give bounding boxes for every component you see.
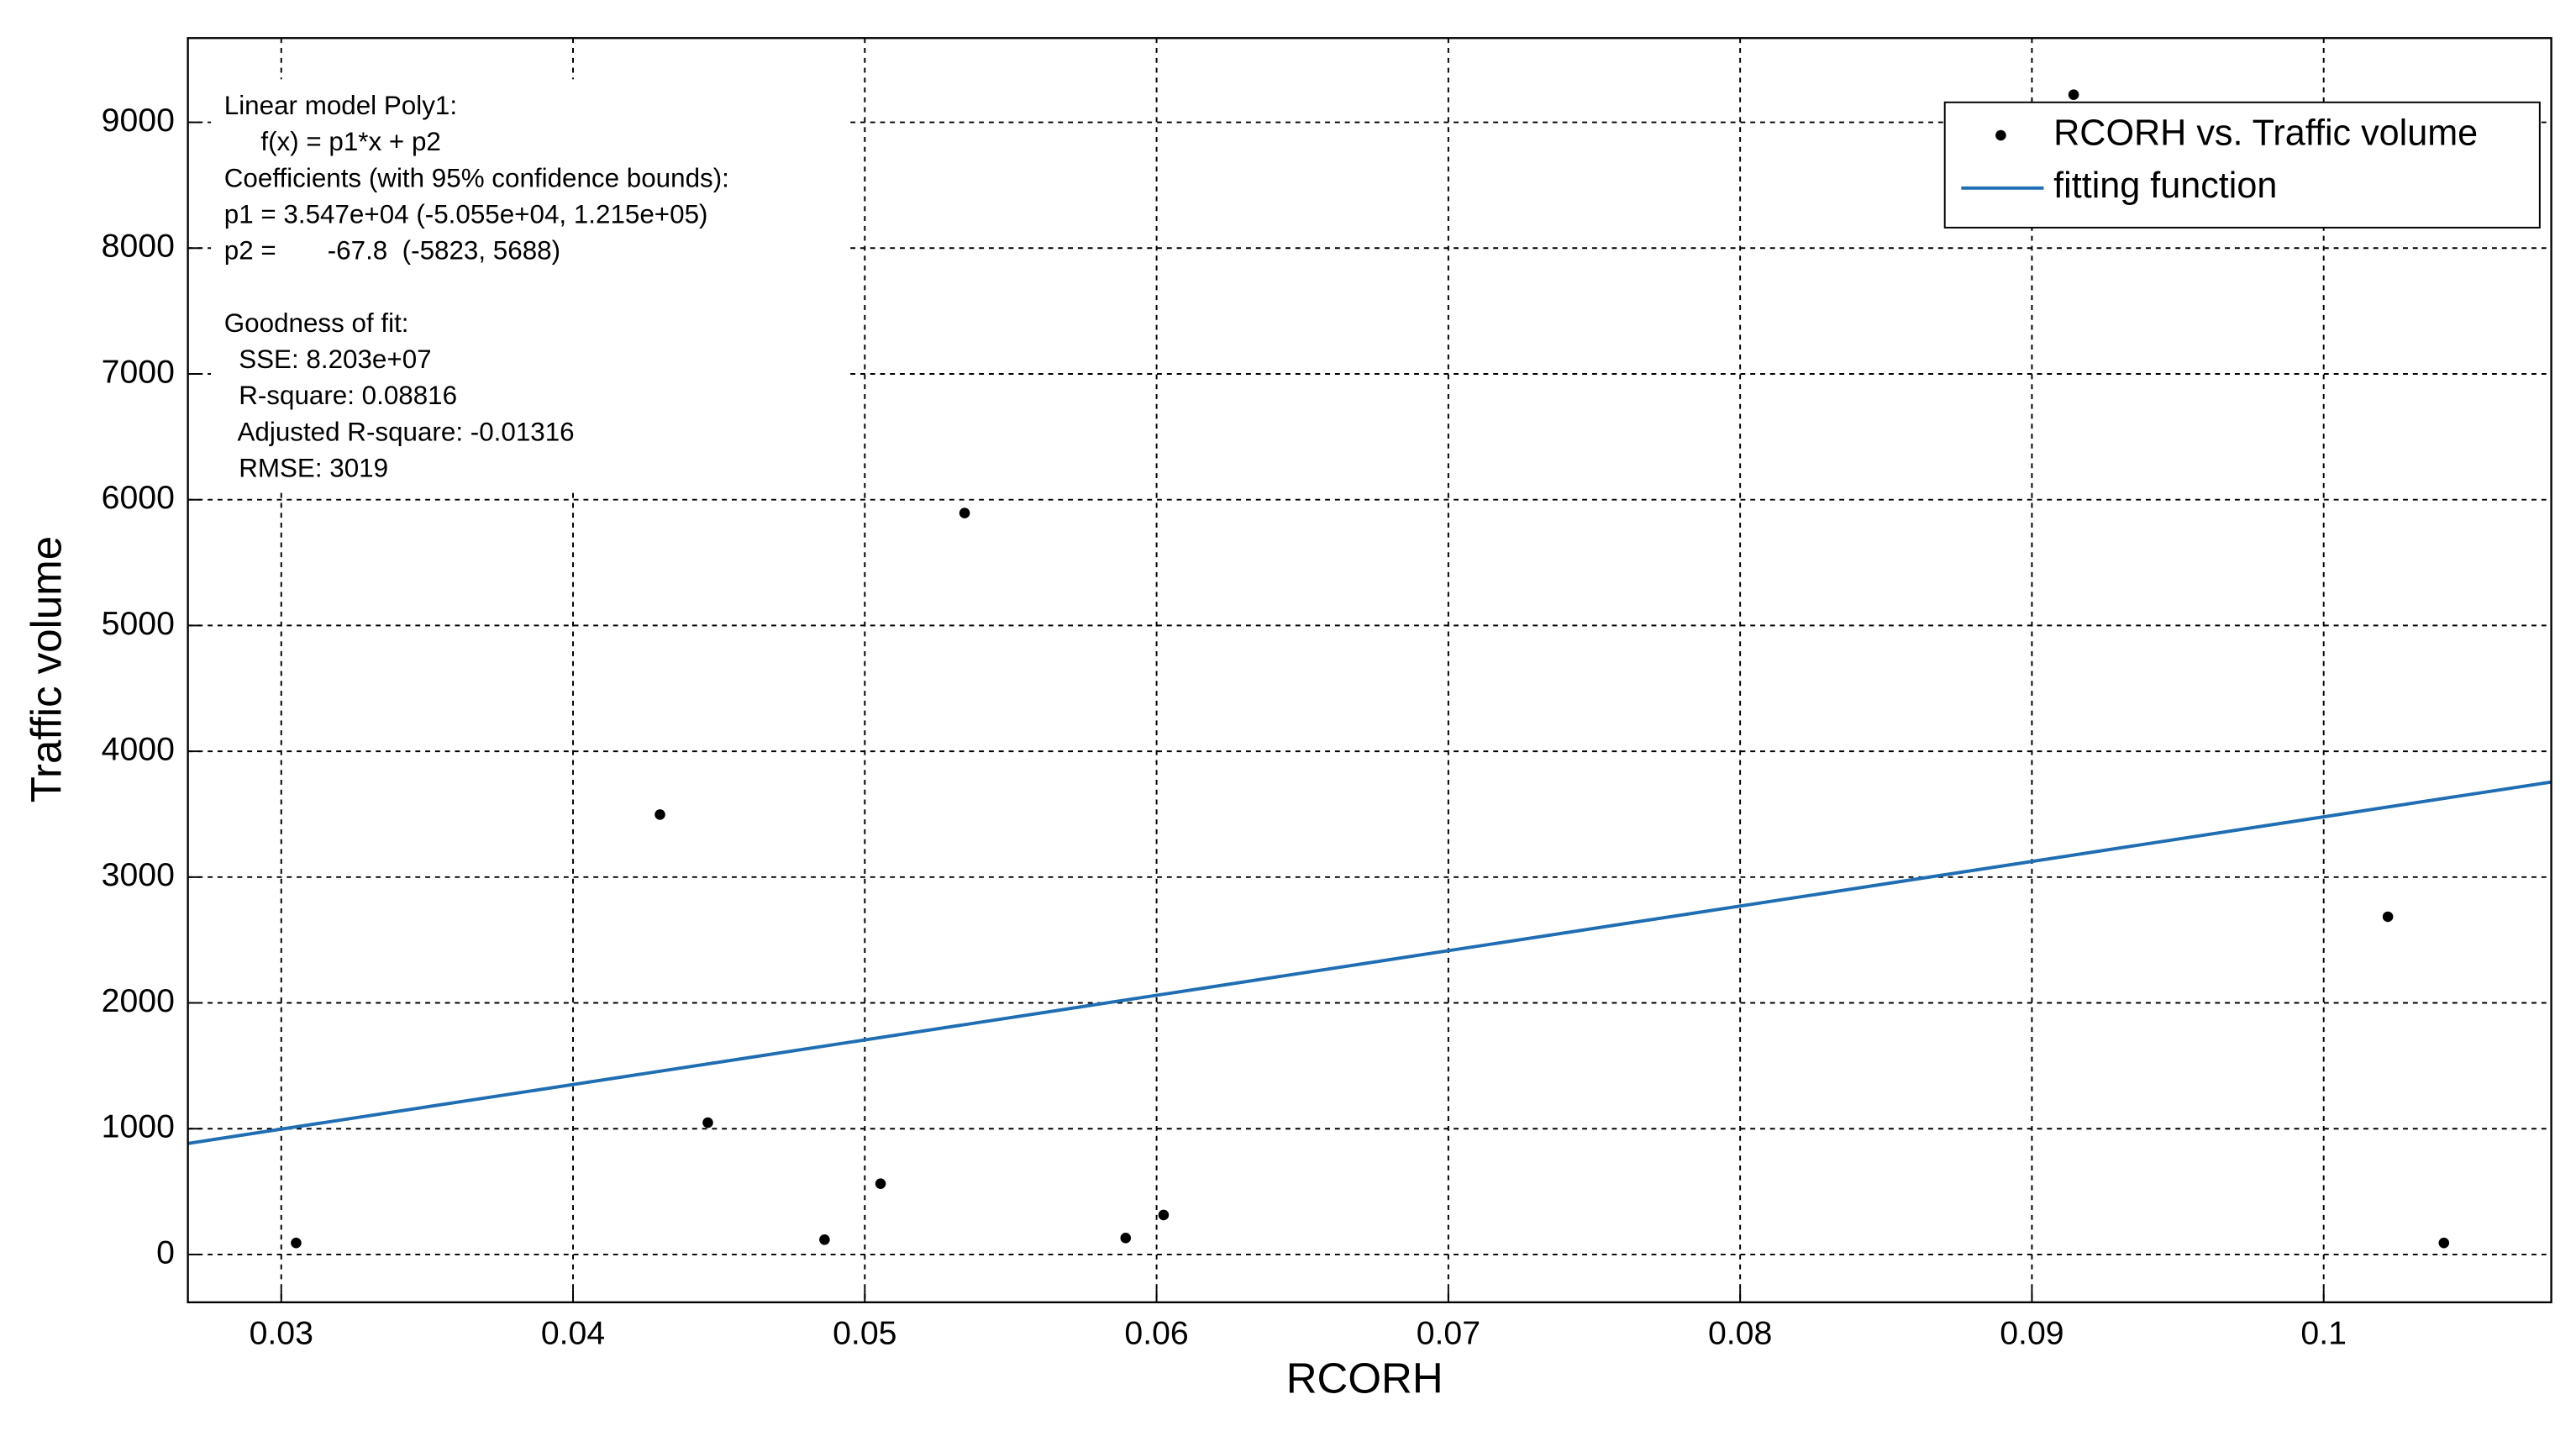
y-tick-label: 8000 [102, 228, 175, 265]
overlay: Linear model Poly1: f(x) = p1*x + p2 Coef… [187, 37, 2552, 1304]
annotation-text: f(x) = p1*x + p2 [224, 127, 441, 156]
x-tick-label: 0.04 [541, 1314, 605, 1351]
legend-marker [1995, 129, 2006, 141]
annotation-text: p2 = -67.8 (-5823, 5688) [224, 236, 560, 266]
y-tick-label: 1000 [102, 1108, 175, 1145]
point [2382, 911, 2394, 923]
x-tick-label: 0.07 [1417, 1314, 1480, 1351]
annotation-text: Linear model Poly1: [224, 91, 457, 120]
annotation-text: RMSE: 3019 [224, 454, 388, 483]
x-tick-label: 0.09 [2000, 1314, 2063, 1351]
point [2438, 1237, 2450, 1249]
annotation-box [211, 79, 848, 492]
point [959, 508, 970, 518]
x-tick-label: 0.05 [833, 1314, 896, 1351]
plot-frame [187, 37, 2552, 1304]
y-tick-label: 0 [156, 1234, 175, 1271]
annotation-text: p1 = 3.547e+04 (-5.055e+04, 1.215e+05) [224, 199, 708, 229]
legend-label: fitting function [2053, 166, 2277, 206]
grid: 0.03 0.04 0.05 0.06 0.07 0.08 0.09 0.1 0 1000 2000… [102, 38, 2552, 1351]
x-axis-label: RCORH [1286, 1354, 1443, 1402]
point [875, 1178, 886, 1189]
y-tick-label: 3000 [102, 856, 175, 893]
point [655, 809, 665, 820]
y-tick-label: 6000 [102, 479, 175, 516]
y-tick-label: 9000 [102, 102, 175, 139]
legend-label: RCORH vs. Traffic volume [2053, 113, 2478, 153]
y-tick-label: 7000 [102, 353, 175, 390]
x-tick-label: 0.03 [250, 1314, 313, 1351]
point [702, 1117, 713, 1128]
fit-line [187, 780, 2552, 1145]
x-tick-label: 0.06 [1124, 1314, 1188, 1351]
point [1158, 1209, 1170, 1221]
point [1120, 1233, 1132, 1244]
marks [187, 89, 2552, 1249]
legend-box [1943, 101, 2541, 229]
annotation-text: Goodness of fit: [224, 308, 409, 338]
annotation-text: Coefficients (with 95% confidence bounds… [224, 163, 729, 192]
y-tick-label: 4000 [102, 730, 175, 767]
x-tick-label: 0.1 [2300, 1314, 2347, 1351]
annotation-text: R-square: 0.08816 [224, 381, 457, 410]
point [2068, 89, 2079, 100]
annotation-text: Adjusted R-square: -0.01316 [224, 417, 575, 446]
x-tick-label: 0.08 [1708, 1314, 1772, 1351]
y-tick-label: 2000 [102, 982, 175, 1019]
annotation-text: SSE: 8.203e+07 [224, 345, 432, 374]
point [291, 1237, 302, 1249]
point [819, 1234, 830, 1245]
y-tick-label: 5000 [102, 605, 175, 642]
y-axis-label: Traffic volume [22, 536, 70, 802]
